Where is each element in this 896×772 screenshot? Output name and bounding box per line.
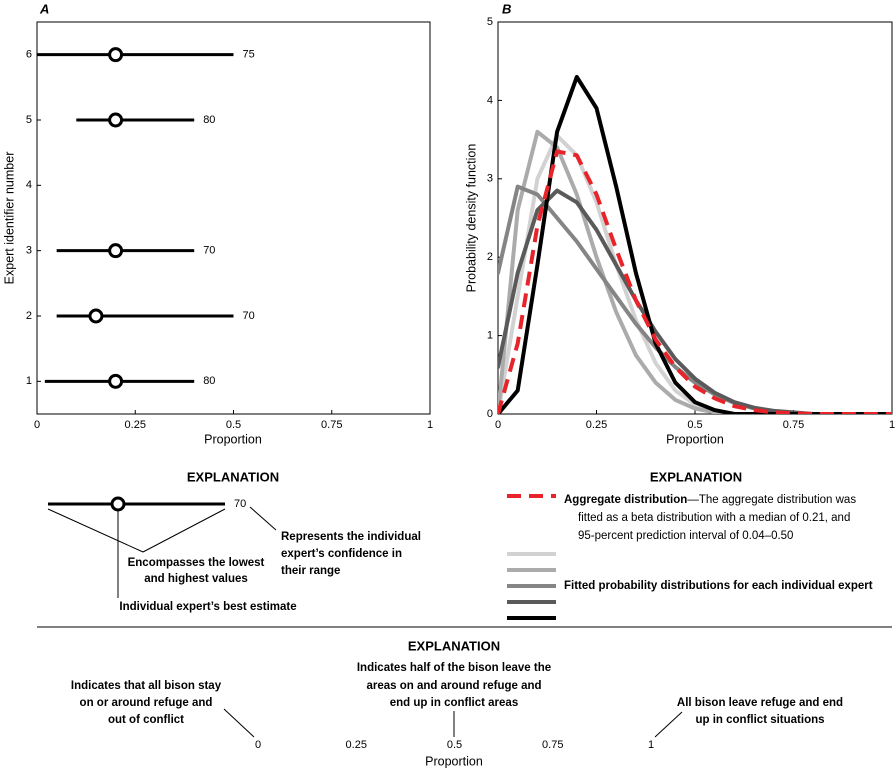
- note: areas on and around refuge and: [366, 680, 541, 692]
- best-estimate: [108, 112, 124, 128]
- note: All bison leave refuge and end: [677, 697, 843, 709]
- note: fitted as a beta distribution with a med…: [578, 512, 850, 524]
- legend-best: [110, 496, 126, 512]
- note: Aggregate distribution—The aggregate dis…: [564, 494, 856, 506]
- x-tick-label: 0.25: [586, 419, 607, 431]
- scale-tick-label: 0.25: [346, 739, 367, 751]
- x-tick-label: 0.5: [687, 419, 702, 431]
- aggregate-curve: [498, 149, 892, 414]
- note: Fitted probability distributions for eac…: [564, 580, 873, 592]
- y-tick-label: 1: [487, 330, 493, 342]
- y-tick-label: 4: [26, 179, 32, 191]
- plot-frame: [36, 21, 431, 415]
- best-estimate: [108, 373, 124, 389]
- note: out of conflict: [108, 714, 184, 726]
- expert-curve: [498, 188, 892, 414]
- panel-label: A: [39, 1, 49, 16]
- explanation-title: EXPLANATION: [187, 469, 279, 484]
- x-tick-label: 0.25: [125, 419, 146, 431]
- note: Indicates half of the bison leave the: [357, 662, 551, 674]
- x-tick-label: 0.5: [226, 419, 241, 431]
- note-bold: Aggregate distribution: [564, 494, 687, 506]
- legend-label: 70: [234, 498, 246, 510]
- y-tick-label: 6: [26, 49, 32, 61]
- panel-label: B: [502, 1, 511, 16]
- y-tick-label: 2: [26, 310, 32, 322]
- explanation-title: EXPLANATION: [650, 469, 742, 484]
- note: Individual expert’s best estimate: [119, 601, 296, 613]
- y-tick-label: 2: [487, 251, 493, 263]
- x-axis-label: Proportion: [204, 432, 262, 446]
- x-tick-label: 0: [495, 419, 501, 431]
- x-tick-label: 1: [889, 419, 895, 431]
- note: their range: [281, 565, 340, 577]
- expert-curve: [498, 133, 892, 414]
- note: expert’s confidence in: [281, 548, 402, 560]
- annotation-leader: [47, 506, 277, 598]
- confidence-label: 75: [243, 49, 255, 61]
- y-axis-label: Expert identifier number: [2, 152, 16, 285]
- y-axis-label: Probability density function: [464, 144, 478, 293]
- y-tick-label: 1: [26, 375, 32, 387]
- y-tick-label: 3: [26, 245, 32, 257]
- scale-tick-label: 0.75: [542, 739, 563, 751]
- note: and highest values: [144, 573, 248, 585]
- y-tick-label: 5: [26, 114, 32, 126]
- confidence-label: 80: [203, 375, 215, 387]
- note-rest: —The aggregate distribution was: [687, 494, 856, 506]
- y-tick-label: 4: [487, 94, 493, 106]
- confidence-label: 80: [203, 114, 215, 126]
- x-tick-label: 0.75: [321, 419, 342, 431]
- x-tick-label: 1: [427, 419, 433, 431]
- note: on or around refuge and: [80, 697, 213, 709]
- expert-curve: [498, 74, 892, 414]
- y-tick-label: 0: [487, 408, 493, 420]
- x-tick-label: 0.75: [783, 419, 804, 431]
- best-estimate: [108, 47, 124, 63]
- best-estimate: [88, 308, 104, 324]
- note: 95-percent prediction interval of 0.04–0…: [578, 530, 793, 542]
- annotation-leader: [223, 708, 683, 738]
- best-estimate: [108, 243, 124, 259]
- x-axis-label: Proportion: [666, 432, 724, 446]
- note: up in conflict situations: [695, 714, 824, 726]
- confidence-label: 70: [243, 310, 255, 322]
- explanation-title: EXPLANATION: [408, 638, 500, 653]
- note: Represents the individual: [281, 531, 421, 543]
- note: Encompasses the lowest: [128, 557, 265, 569]
- expert-curve: [498, 129, 892, 414]
- legend: [507, 494, 556, 620]
- x-tick-label: 0: [34, 419, 40, 431]
- scale-tick-label: 0.5: [447, 739, 462, 751]
- scale-label: Proportion: [425, 754, 483, 768]
- expert-curve: [498, 184, 892, 414]
- confidence-label: 70: [203, 245, 215, 257]
- scale-tick-label: 0: [255, 739, 261, 751]
- y-tick-label: 3: [487, 173, 493, 185]
- y-tick-label: 5: [487, 16, 493, 28]
- note: Indicates that all bison stay: [71, 680, 222, 692]
- scale-tick-label: 1: [648, 739, 654, 751]
- note: end up in conflict areas: [390, 697, 518, 709]
